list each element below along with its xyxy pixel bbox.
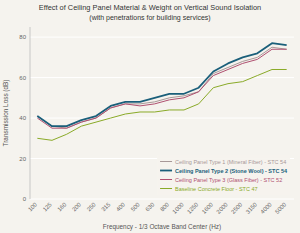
x-tick-label: 630 — [144, 201, 155, 212]
y-tick-label: 20 — [19, 156, 26, 162]
x-tick-label: 1600 — [201, 201, 214, 214]
chart: Effect of Ceiling Panel Material & Weigh… — [0, 0, 300, 233]
x-tick-label: 315 — [100, 201, 111, 212]
x-tick-label: 4000 — [259, 201, 272, 214]
y-tick-label: 40 — [19, 115, 26, 121]
x-tick-label: 160 — [56, 201, 67, 212]
grid-line — [30, 118, 294, 119]
line-series — [37, 47, 286, 128]
x-tick-label: 400 — [115, 201, 126, 212]
x-axis-label: Frequency - 1/3 Octave Band Center (Hz) — [103, 223, 221, 231]
x-tick-label: 1250 — [186, 201, 199, 214]
title: Effect of Ceiling Panel Material & Weigh… — [39, 3, 261, 12]
line-series — [37, 43, 286, 126]
legend-label: Ceiling Panel Type 1 (Mineral Fiber) - S… — [175, 159, 286, 165]
x-tick-label: 3150 — [245, 201, 258, 214]
line-series — [37, 69, 286, 140]
legend-background — [157, 155, 290, 195]
legend-swatch — [160, 170, 172, 172]
legend-label: Baseline Concrete Floor - STC 47 — [175, 186, 258, 192]
legend-swatch — [160, 161, 172, 162]
y-tick-label: 60 — [19, 75, 26, 81]
y-axis-label: Transmission Loss (dB) — [2, 80, 10, 147]
y-axis-line — [30, 27, 31, 199]
legend-label: Ceiling Panel Type 3 (Glass Fiber) - STC… — [175, 177, 282, 183]
x-tick-label: 100 — [27, 201, 38, 212]
x-tick-label: 2000 — [215, 201, 228, 214]
x-tick-label: 5000 — [274, 201, 287, 214]
line-series — [37, 49, 286, 128]
legend-swatch — [160, 179, 172, 180]
x-tick-label: 1000 — [171, 201, 184, 214]
background — [0, 0, 300, 233]
x-tick-label: 125 — [42, 201, 53, 212]
y-tick-label: 80 — [19, 34, 26, 40]
y-tick-label: 0 — [23, 196, 27, 202]
grid — [30, 37, 294, 199]
legend-swatch — [160, 188, 172, 189]
series-group — [37, 43, 286, 140]
x-tick-label: 250 — [86, 201, 97, 212]
x-tick-label: 2500 — [230, 201, 243, 214]
subtitle: (with penetrations for building services… — [89, 14, 210, 22]
x-tick-label: 200 — [71, 201, 82, 212]
grid-line — [30, 37, 294, 38]
legend: Ceiling Panel Type 1 (Mineral Fiber) - S… — [157, 155, 290, 195]
legend-label: Ceiling Panel Type 2 (Stone Wool) - STC … — [175, 168, 288, 174]
x-tick-label: 500 — [130, 201, 141, 212]
grid-line — [30, 199, 294, 200]
x-tick-label: 800 — [159, 201, 170, 212]
